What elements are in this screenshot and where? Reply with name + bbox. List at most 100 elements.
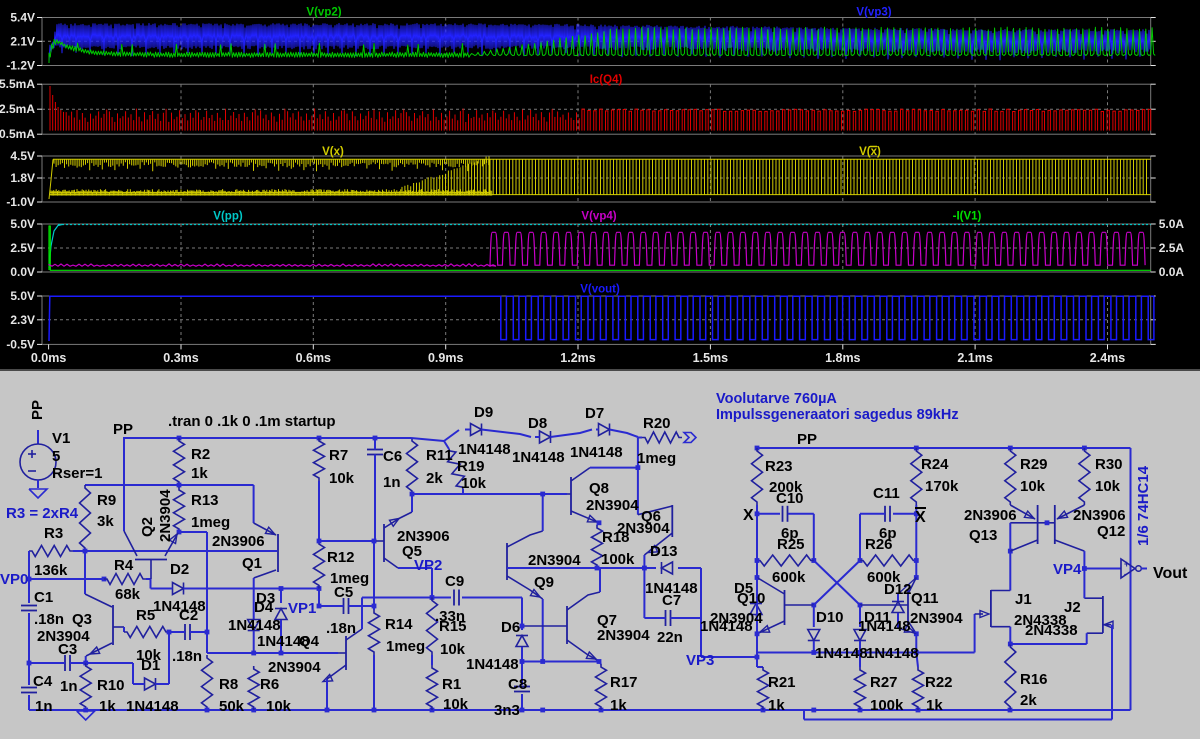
- svg-text:-: -: [1124, 569, 1127, 579]
- svg-text:V(vp2): V(vp2): [306, 7, 341, 19]
- svg-text:-0.5V: -0.5V: [6, 337, 35, 351]
- svg-text:V(vp4): V(vp4): [581, 211, 616, 223]
- svg-text:3n3: 3n3: [494, 702, 520, 719]
- svg-text:1/6 74HC14: 1/6 74HC14: [1135, 465, 1152, 546]
- svg-text:R13: R13: [191, 492, 219, 509]
- svg-text:Voolutarve 760µA: Voolutarve 760µA: [716, 391, 837, 407]
- svg-text:R11: R11: [426, 447, 453, 464]
- svg-text:100k: 100k: [870, 697, 904, 714]
- svg-text:2N3904: 2N3904: [910, 610, 963, 627]
- svg-text:2N3904: 2N3904: [586, 497, 639, 514]
- svg-text:R27: R27: [870, 674, 898, 691]
- svg-text:1N4148: 1N4148: [458, 441, 511, 458]
- svg-text:50k: 50k: [219, 698, 245, 715]
- svg-text:2N3904: 2N3904: [37, 628, 90, 645]
- svg-text:D9: D9: [474, 404, 493, 421]
- svg-text:5.5mA: 5.5mA: [0, 77, 35, 91]
- svg-text:C6: C6: [383, 448, 402, 465]
- svg-text:R17: R17: [610, 674, 638, 691]
- svg-text:-0.5mA: -0.5mA: [0, 127, 35, 141]
- svg-text:X: X: [915, 509, 926, 526]
- svg-text:1N4148: 1N4148: [257, 633, 310, 650]
- svg-text:.18n: .18n: [34, 611, 64, 628]
- svg-text:Q3: Q3: [72, 611, 92, 628]
- svg-text:D3: D3: [256, 590, 275, 607]
- svg-text:Q9: Q9: [534, 574, 554, 591]
- svg-text:.18n: .18n: [172, 648, 202, 665]
- svg-text:D4: D4: [254, 599, 274, 616]
- svg-text:D7: D7: [585, 405, 604, 422]
- svg-text:VP0: VP0: [0, 571, 28, 588]
- svg-text:Q8: Q8: [589, 480, 609, 497]
- svg-text:2N3906: 2N3906: [397, 528, 450, 545]
- svg-text:10k: 10k: [1095, 478, 1121, 495]
- svg-text:1N4148: 1N4148: [570, 444, 623, 461]
- svg-text:C9: C9: [445, 573, 464, 590]
- svg-text:1k: 1k: [191, 465, 208, 482]
- svg-text:Q2: Q2: [139, 517, 156, 537]
- svg-text:1n: 1n: [60, 678, 78, 695]
- svg-text:2N3904: 2N3904: [617, 520, 670, 537]
- svg-text:R12: R12: [327, 549, 355, 566]
- svg-text:10k: 10k: [136, 647, 162, 664]
- svg-text:0.0ms: 0.0ms: [31, 351, 66, 365]
- svg-text:1.2ms: 1.2ms: [560, 351, 595, 365]
- svg-text:J1: J1: [1015, 591, 1032, 608]
- svg-text:D5: D5: [734, 580, 753, 597]
- svg-text:-I(V1): -I(V1): [953, 211, 982, 223]
- svg-text:R4: R4: [114, 557, 134, 574]
- svg-text:2N3904: 2N3904: [597, 627, 650, 644]
- svg-text:4.5V: 4.5V: [10, 149, 35, 163]
- svg-text:D11: D11: [864, 609, 891, 626]
- svg-text:R3: R3: [44, 525, 63, 542]
- svg-text:R24: R24: [921, 456, 949, 473]
- svg-text:10k: 10k: [329, 470, 355, 487]
- svg-text:R10: R10: [97, 677, 125, 694]
- svg-text:Q11: Q11: [911, 590, 939, 607]
- svg-text:C1: C1: [34, 589, 53, 606]
- svg-text:600k: 600k: [867, 569, 901, 586]
- svg-text:2.5A: 2.5A: [1159, 241, 1185, 255]
- svg-text:R7: R7: [329, 447, 348, 464]
- svg-text:Q13: Q13: [969, 527, 997, 544]
- svg-text:.tran 0 .1k 0 .1m startup: .tran 0 .1k 0 .1m startup: [168, 413, 336, 430]
- svg-text:C5: C5: [334, 584, 353, 601]
- svg-text:1N4148: 1N4148: [700, 618, 753, 635]
- svg-text:Vout: Vout: [1153, 565, 1188, 582]
- svg-text:22n: 22n: [657, 629, 683, 646]
- svg-text:2N3904: 2N3904: [157, 489, 174, 542]
- svg-text:-1.0V: -1.0V: [6, 195, 35, 209]
- svg-text:10k: 10k: [440, 641, 466, 658]
- svg-text:1.8V: 1.8V: [10, 171, 35, 185]
- svg-text:1N4148: 1N4148: [645, 580, 698, 597]
- svg-text:R18: R18: [602, 529, 630, 546]
- svg-text:C2: C2: [179, 607, 198, 624]
- svg-text:VP3: VP3: [686, 652, 714, 669]
- svg-text:1.5ms: 1.5ms: [693, 351, 728, 365]
- svg-text:0.0V: 0.0V: [10, 265, 35, 279]
- svg-text:D2: D2: [170, 561, 189, 578]
- svg-text:68k: 68k: [115, 586, 141, 603]
- svg-text:V(vp3): V(vp3): [856, 7, 891, 19]
- svg-text:10k: 10k: [266, 698, 292, 715]
- svg-text:6p: 6p: [781, 525, 799, 542]
- svg-text:2.5mA: 2.5mA: [0, 102, 35, 116]
- svg-text:D8: D8: [528, 415, 547, 432]
- svg-text:1N4148: 1N4148: [858, 618, 911, 635]
- svg-text:PP: PP: [29, 400, 46, 420]
- svg-text:1k: 1k: [768, 697, 785, 714]
- svg-text:R3 = 2xR4: R3 = 2xR4: [6, 505, 79, 522]
- svg-text:10k: 10k: [443, 696, 469, 713]
- svg-text:R5: R5: [136, 607, 155, 624]
- svg-text:VP4: VP4: [1053, 561, 1082, 578]
- svg-text:5.0A: 5.0A: [1159, 217, 1185, 231]
- svg-text:2N3904: 2N3904: [528, 552, 581, 569]
- svg-text:1k: 1k: [926, 697, 943, 714]
- svg-text:2N3906: 2N3906: [964, 507, 1017, 524]
- svg-text:Q6: Q6: [641, 508, 661, 525]
- svg-text:0.3ms: 0.3ms: [163, 351, 198, 365]
- svg-text:1k: 1k: [610, 697, 627, 714]
- svg-text:D13: D13: [650, 543, 678, 560]
- svg-text:C4: C4: [33, 673, 53, 690]
- svg-text:VP1: VP1: [288, 600, 316, 617]
